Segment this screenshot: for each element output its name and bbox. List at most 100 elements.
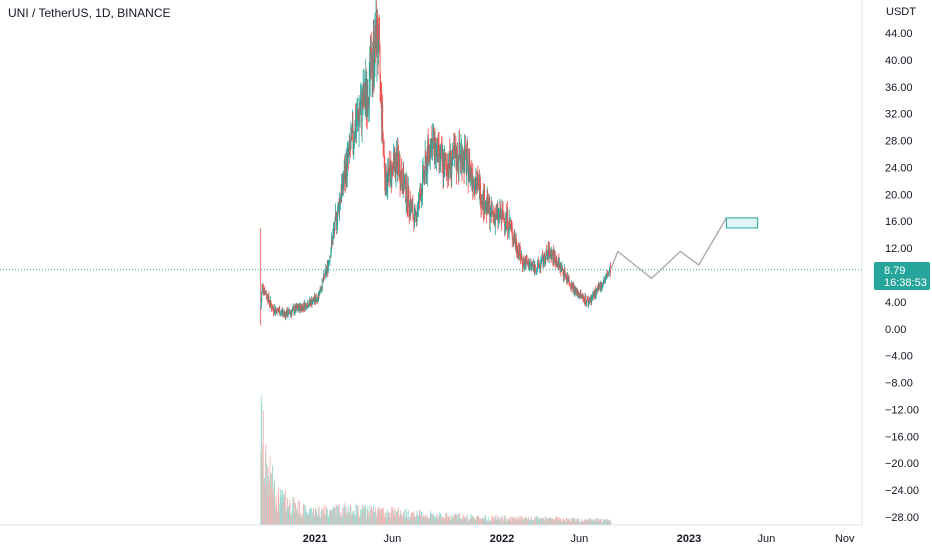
volume-bar (300, 513, 302, 525)
candle-body (428, 147, 430, 155)
candle-body (554, 256, 556, 265)
volume-bar (472, 521, 474, 525)
candle-body (525, 259, 527, 268)
volume-bar (495, 520, 497, 525)
candle-body (438, 141, 440, 158)
candle-body (360, 95, 362, 105)
candle-body (434, 131, 436, 161)
candle-body (496, 210, 498, 212)
candle-body (354, 139, 355, 142)
candle-body (370, 48, 372, 52)
volume-bar (529, 519, 531, 525)
candle-body (383, 151, 385, 158)
volume-bar (271, 473, 272, 525)
candle-body (262, 283, 264, 285)
candle-body (266, 294, 268, 300)
price-tick-label: 40.00 (885, 55, 913, 67)
candle-body (384, 177, 386, 194)
candle-body (381, 105, 383, 125)
candle-body (510, 226, 512, 228)
volume-bar (337, 505, 339, 525)
volume-bar (528, 518, 530, 525)
volume-bar (296, 507, 298, 525)
candle-body (431, 139, 433, 158)
price-tick-label: 44.00 (885, 28, 913, 40)
volume-bar (607, 518, 609, 525)
volume-bar (569, 522, 571, 525)
volume-bar (389, 516, 391, 525)
volume-bar (377, 509, 379, 525)
candle-body (381, 90, 383, 125)
volume-bar (534, 517, 536, 525)
candle-body (491, 210, 493, 215)
volume-bar (431, 514, 433, 525)
volume-bar (499, 521, 501, 525)
volume-bar (325, 506, 327, 525)
volume-bar (349, 516, 351, 525)
volume-bar (532, 521, 534, 525)
candle-body (491, 204, 493, 215)
candle-body (311, 299, 312, 306)
volume-bar (521, 522, 523, 525)
volume-bar (525, 516, 527, 525)
volume-bar (329, 509, 331, 525)
volume-bar (293, 497, 295, 525)
volume-bar (404, 517, 406, 525)
volume-bar (452, 517, 454, 525)
candle-body (456, 162, 457, 169)
candle-body (494, 215, 496, 225)
candle-body (579, 296, 581, 298)
volume-bar (352, 513, 353, 525)
candle-body (539, 264, 540, 267)
volume-bar (295, 510, 297, 525)
volume-bar (471, 518, 473, 525)
volume-bar (534, 518, 536, 525)
volume-bar (582, 521, 584, 525)
candle-body (286, 309, 288, 317)
volume-bar (318, 517, 320, 525)
candle-body (463, 152, 465, 171)
volume-bar (277, 491, 279, 525)
target-zone-box[interactable] (725, 217, 759, 229)
candle-body (553, 250, 555, 263)
volume-bar (469, 521, 471, 525)
candle-body (396, 152, 398, 173)
candle-body (454, 148, 456, 157)
candle-body (594, 292, 596, 298)
candle-body (503, 217, 505, 218)
volume-bar (577, 522, 579, 525)
volume-bar (368, 518, 370, 525)
volume-bar (326, 507, 328, 525)
volume-bar (583, 521, 584, 525)
volume-bar (567, 520, 569, 525)
candle-body (473, 179, 475, 189)
candle-body (367, 101, 369, 112)
volume-bar (379, 509, 381, 525)
candle-body (332, 234, 334, 244)
candle-body (283, 312, 285, 314)
volume-bar (397, 513, 399, 525)
candle-body (606, 274, 608, 276)
candle-body (296, 305, 298, 309)
volume-bar (290, 513, 291, 525)
volume-bar (422, 518, 424, 525)
volume-bar (305, 509, 307, 525)
candle-body (335, 213, 336, 217)
volume-bar (409, 515, 411, 525)
candle-body (277, 308, 279, 310)
volume-bar (509, 519, 511, 525)
volume-bar (366, 509, 368, 525)
candle-body (572, 285, 574, 291)
volume-bar (309, 515, 311, 525)
candle-body (455, 148, 457, 163)
volume-bar (351, 514, 353, 525)
time-axis[interactable]: 2021 Jun 2022 Jun 2023 Jun Nov (0, 524, 862, 545)
price-tick-label: 0.00 (885, 324, 906, 336)
candle-body (595, 289, 597, 296)
volume-bar (429, 511, 431, 525)
volume-bar (600, 518, 602, 525)
candle-body (590, 297, 592, 303)
volume-bar (500, 519, 502, 525)
candle-body (561, 266, 563, 270)
